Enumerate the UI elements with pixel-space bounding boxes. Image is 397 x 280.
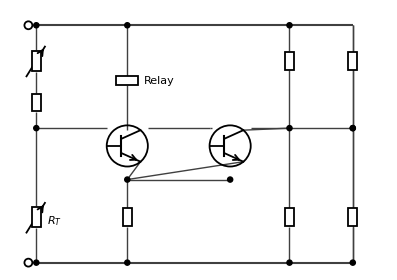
Circle shape bbox=[287, 23, 292, 28]
Circle shape bbox=[34, 23, 39, 28]
Circle shape bbox=[227, 177, 233, 182]
Circle shape bbox=[125, 260, 130, 265]
Bar bbox=[32, 94, 40, 111]
Circle shape bbox=[287, 125, 292, 131]
Circle shape bbox=[125, 23, 130, 28]
Circle shape bbox=[34, 260, 39, 265]
Bar bbox=[285, 208, 294, 226]
Bar bbox=[32, 51, 40, 71]
Circle shape bbox=[34, 125, 39, 131]
Circle shape bbox=[125, 177, 130, 182]
Circle shape bbox=[350, 260, 355, 265]
Bar bbox=[349, 52, 357, 70]
Circle shape bbox=[350, 125, 355, 131]
Text: $R_T$: $R_T$ bbox=[47, 214, 62, 228]
Circle shape bbox=[287, 260, 292, 265]
Bar bbox=[349, 208, 357, 226]
Bar bbox=[116, 76, 138, 85]
Bar bbox=[32, 207, 40, 227]
Circle shape bbox=[350, 125, 355, 131]
Text: Relay: Relay bbox=[144, 76, 175, 86]
Bar bbox=[285, 52, 294, 70]
Bar bbox=[123, 208, 132, 226]
